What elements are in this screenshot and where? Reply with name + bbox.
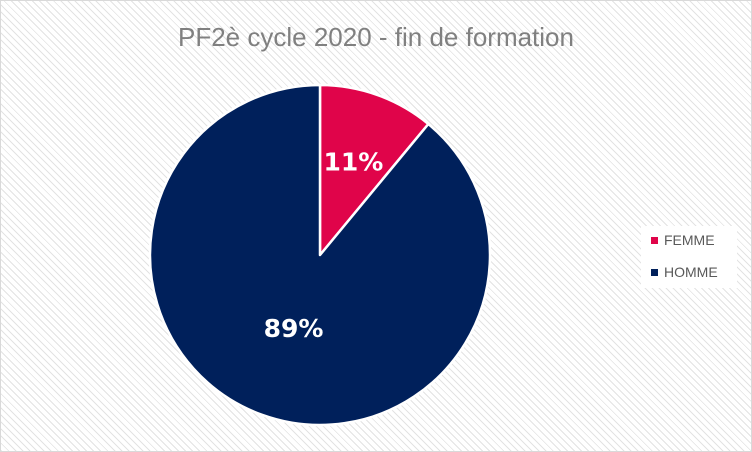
- legend-swatch-homme: [651, 268, 658, 276]
- chart-title: PF2è cycle 2020 - fin de formation: [178, 22, 574, 52]
- data-label-femme: 11%: [323, 148, 383, 177]
- pie-slice-femme: [318, 83, 430, 257]
- legend-item-femme: FEMME: [651, 232, 715, 248]
- pie-slices: [148, 83, 492, 427]
- data-label-homme: 89%: [264, 314, 324, 343]
- pie-slice-homme: [148, 83, 492, 427]
- legend: FEMME HOMME: [641, 226, 737, 288]
- legend-label-homme: HOMME: [664, 264, 718, 280]
- legend-swatch-femme: [651, 236, 658, 244]
- legend-item-homme: HOMME: [651, 264, 718, 280]
- legend-label-femme: FEMME: [664, 232, 715, 248]
- pie-data-labels: 11% 89%: [264, 148, 384, 343]
